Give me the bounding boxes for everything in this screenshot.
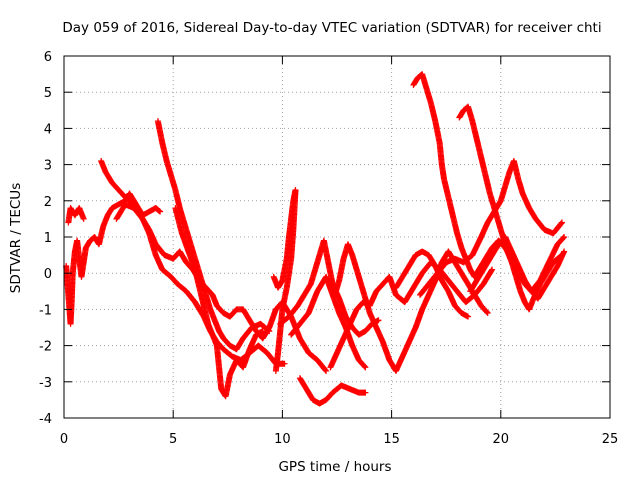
data-point bbox=[558, 219, 565, 226]
y-tick-label: 4 bbox=[44, 122, 52, 137]
data-point bbox=[281, 360, 288, 367]
series-arc-3 bbox=[98, 157, 330, 374]
data-points bbox=[63, 71, 568, 407]
x-tick-label: 0 bbox=[60, 432, 68, 447]
data-point bbox=[375, 317, 382, 324]
series-arc-2 bbox=[65, 205, 87, 226]
y-tick-label: -3 bbox=[39, 376, 52, 391]
data-point bbox=[561, 248, 568, 255]
y-tick-label: 5 bbox=[44, 86, 52, 101]
y-tick-label: -2 bbox=[39, 340, 52, 355]
data-point bbox=[80, 215, 87, 222]
data-point bbox=[266, 328, 273, 335]
y-tick-label: -1 bbox=[39, 303, 52, 318]
data-point bbox=[157, 208, 164, 215]
y-tick-label: 1 bbox=[44, 231, 52, 246]
data-point bbox=[465, 313, 472, 320]
series-arc-1 bbox=[63, 190, 164, 327]
y-tick-label: 0 bbox=[44, 267, 52, 282]
data-point bbox=[483, 309, 490, 316]
series-arc-6 bbox=[172, 205, 266, 400]
data-point bbox=[265, 327, 272, 334]
y-tick-label: -4 bbox=[39, 412, 52, 427]
data-point bbox=[489, 266, 496, 273]
data-point bbox=[362, 364, 369, 371]
x-tick-label: 5 bbox=[169, 432, 177, 447]
series-arc-17 bbox=[392, 248, 472, 320]
series-arc-12 bbox=[331, 241, 491, 374]
data-point bbox=[362, 389, 369, 396]
x-axis-label: GPS time / hours bbox=[278, 459, 391, 475]
data-point bbox=[560, 234, 567, 241]
series-arc-10 bbox=[296, 375, 369, 407]
y-axis-label: SDTVAR / TECUs bbox=[8, 183, 24, 293]
y-tick-label: 6 bbox=[44, 50, 52, 65]
chart-title: Day 059 of 2016, Sidereal Day-to-day VTE… bbox=[62, 20, 601, 36]
y-tick-label: 2 bbox=[44, 195, 52, 210]
x-tick-label: 10 bbox=[274, 432, 291, 447]
x-tick-label: 25 bbox=[602, 432, 619, 447]
data-point bbox=[561, 234, 568, 240]
data-point bbox=[323, 367, 330, 374]
data-point bbox=[322, 367, 329, 374]
series-arc-5 bbox=[154, 118, 273, 353]
data-point bbox=[484, 310, 491, 317]
x-tick-label: 20 bbox=[493, 432, 510, 447]
series-arc-16 bbox=[467, 234, 568, 302]
data-point bbox=[558, 220, 565, 227]
tick-labels: 0 5 10 15 20 25 -4 -3 -2 -1 0 1 2 3 4 5 6 bbox=[39, 50, 618, 447]
data-point bbox=[259, 328, 266, 335]
x-tick-label: 15 bbox=[383, 432, 400, 447]
ticks bbox=[63, 55, 611, 419]
data-point bbox=[156, 208, 163, 215]
y-tick-label: 3 bbox=[44, 159, 52, 174]
data-point bbox=[272, 367, 279, 374]
series-arc-7 bbox=[270, 186, 299, 374]
data-point bbox=[361, 363, 368, 370]
